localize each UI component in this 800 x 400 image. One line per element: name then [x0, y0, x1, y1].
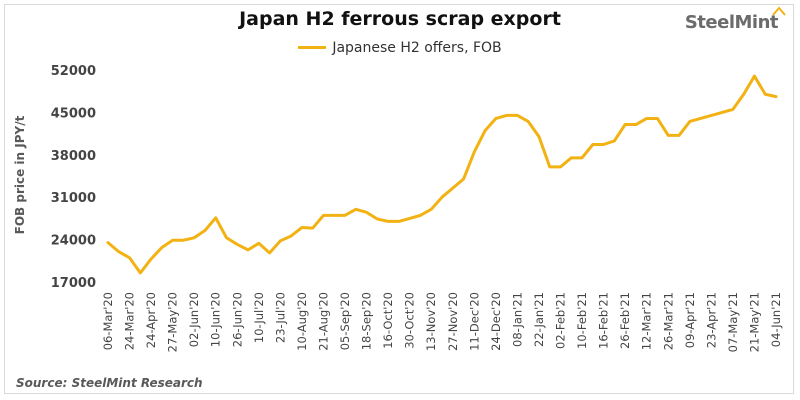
series-line: [106, 74, 778, 275]
x-tick-label: 30-Oct'20: [403, 292, 417, 349]
legend: Japanese H2 offers, FOB: [0, 40, 800, 56]
x-tick-label: 26-Feb'21: [618, 292, 632, 349]
x-tick-label: 23-Apr'21: [704, 292, 718, 348]
x-tick-label: 21-Aug'20: [316, 292, 330, 351]
x-tick-label: 02-Feb'21: [554, 292, 568, 349]
x-tick-label: 11-Dec'20: [467, 292, 481, 351]
x-tick-label: 24-Mar'20: [123, 292, 137, 350]
chart-title: Japan H2 ferrous scrap export: [239, 8, 561, 30]
x-tick-label: 16-Feb'21: [597, 292, 611, 349]
x-tick-label: 21-May'21: [747, 292, 761, 352]
y-tick-label: 31000: [51, 191, 96, 206]
y-tick-label: 38000: [51, 149, 96, 164]
x-tick-label: 16-Oct'20: [381, 292, 395, 349]
y-tick-label: 52000: [51, 64, 96, 79]
x-tick-label: 02-Jun'20: [187, 292, 201, 347]
x-tick-label: 04-Jun'21: [769, 292, 783, 347]
x-tick-label: 27-May'20: [166, 292, 180, 352]
y-tick-label: 45000: [51, 106, 96, 121]
x-tick-label: 23-Jul'20: [273, 292, 287, 343]
source-note: Source: SteelMint Research: [16, 376, 203, 390]
x-tick-label: 05-Sep'20: [338, 292, 352, 350]
x-tick-label: 10-Feb'21: [575, 292, 589, 349]
x-tick-label: 13-Nov'20: [424, 292, 438, 351]
steelmint-logo-icon: [772, 6, 786, 16]
y-tick-label: 24000: [51, 234, 96, 249]
x-tick-label: 10-Aug'20: [295, 292, 309, 351]
brand-logo: SteelMint: [684, 12, 779, 33]
x-tick-label: 08-Jan'21: [510, 292, 524, 347]
x-tick-label: 09-Apr'21: [683, 292, 697, 348]
legend-label: Japanese H2 offers, FOB: [332, 40, 502, 56]
chart-frame: [4, 4, 794, 394]
x-tick-label: 18-Sep'20: [360, 292, 374, 350]
x-tick-label: 10-Jun'20: [209, 292, 223, 347]
x-tick-label: 22-Jan'21: [532, 292, 546, 347]
x-tick-label: 26-Jun'20: [230, 292, 244, 347]
x-tick-label: 07-May'21: [726, 292, 740, 352]
x-tick-label: 26-Mar'21: [661, 292, 675, 350]
x-tick-label: 27-Nov'20: [446, 292, 460, 351]
x-tick-label: 06-Mar'20: [101, 292, 115, 350]
x-tick-label: 24-Dec'20: [489, 292, 503, 351]
x-tick-label: 24-Apr'20: [144, 292, 158, 348]
y-tick-label: 17000: [51, 276, 96, 291]
legend-swatch: [298, 45, 327, 49]
x-tick-label: 12-Mar'21: [640, 292, 654, 350]
x-tick-label: 10-Jul'20: [252, 292, 266, 343]
